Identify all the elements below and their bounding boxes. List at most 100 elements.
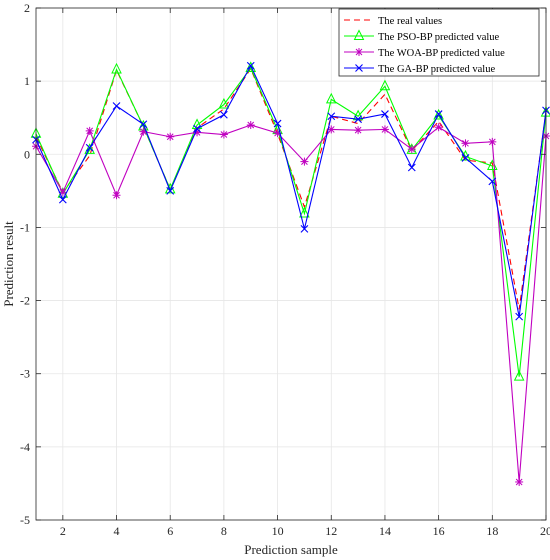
y-tick-label: -5 bbox=[20, 513, 30, 527]
x-axis-label: Prediction sample bbox=[244, 542, 338, 557]
data-point-the-woa-bp-predicted-value-stroke bbox=[488, 138, 496, 146]
legend-entry-the-real-values: The real values bbox=[344, 16, 442, 27]
data-point-the-ga-bp-predicted-value-stroke bbox=[381, 110, 389, 118]
legend: The real values The PSO-BP predicted valu… bbox=[338, 8, 540, 77]
data-point-the-ga-bp-predicted-value-stroke bbox=[112, 102, 121, 110]
series-line-the-woa-bp-predicted-value bbox=[35, 124, 547, 483]
x-tick-label: 6 bbox=[167, 524, 173, 538]
y-tick-label: 1 bbox=[24, 74, 30, 88]
data-point-the-woa-bp-predicted-value-stroke bbox=[462, 139, 469, 147]
data-point-the-ga-bp-predicted-value bbox=[327, 112, 336, 121]
data-point-the-ga-bp-predicted-value bbox=[407, 163, 416, 172]
data-point-the-ga-bp-predicted-value-stroke bbox=[193, 124, 201, 133]
data-point-the-ga-bp-predicted-value bbox=[354, 115, 362, 124]
data-point-the-ga-bp-predicted-value bbox=[246, 61, 255, 70]
y-tick-label: -1 bbox=[20, 220, 30, 234]
data-point-the-ga-bp-predicted-value-stroke bbox=[354, 115, 362, 124]
legend-box bbox=[338, 8, 540, 77]
data-point-the-ga-bp-predicted-value-stroke bbox=[220, 110, 228, 119]
x-tick-label: 18 bbox=[486, 524, 498, 538]
data-point-the-ga-bp-predicted-value bbox=[434, 110, 443, 118]
plot-area-background bbox=[36, 8, 546, 520]
data-point-the-ga-bp-predicted-value bbox=[300, 225, 309, 233]
y-tick-label: 2 bbox=[24, 1, 30, 15]
data-point-the-ga-bp-predicted-value-stroke bbox=[327, 112, 336, 121]
data-point-the-ga-bp-predicted-value bbox=[381, 110, 389, 118]
data-point-the-woa-bp-predicted-value-stroke bbox=[247, 121, 255, 129]
data-point-the-ga-bp-predicted-value-stroke bbox=[515, 312, 524, 321]
legend-marker-the-woa-bp-predicted-value bbox=[355, 48, 363, 56]
data-point-the-ga-bp-predicted-value-stroke bbox=[166, 186, 175, 195]
data-point-the-woa-bp-predicted-value bbox=[300, 157, 309, 166]
data-point-the-woa-bp-predicted-value bbox=[515, 477, 524, 486]
data-point-the-woa-bp-predicted-value bbox=[112, 191, 121, 200]
y-tick-label: -2 bbox=[20, 294, 30, 308]
data-point-the-woa-bp-predicted-value bbox=[354, 126, 363, 135]
series-line-the-ga-bp-predicted-value bbox=[35, 64, 547, 317]
data-point-the-ga-bp-predicted-value bbox=[58, 195, 67, 204]
data-point-the-woa-bp-predicted-value bbox=[407, 145, 416, 154]
x-tick-label: 16 bbox=[433, 524, 445, 538]
series-the-ga-bp-predicted-value bbox=[32, 61, 550, 321]
data-point-the-ga-bp-predicted-value-stroke bbox=[488, 177, 497, 186]
data-point-the-ga-bp-predicted-value-stroke bbox=[434, 110, 443, 118]
data-point-the-woa-bp-predicted-value bbox=[434, 123, 443, 132]
data-point-the-woa-bp-predicted-value bbox=[219, 130, 228, 139]
data-point-the-ga-bp-predicted-value-stroke bbox=[58, 195, 67, 204]
data-point-the-woa-bp-predicted-value-stroke bbox=[381, 126, 389, 133]
x-tick-label: 4 bbox=[114, 524, 120, 538]
x-tick-label: 12 bbox=[325, 524, 337, 538]
data-point-the-woa-bp-predicted-value-stroke bbox=[86, 127, 94, 135]
data-point-the-ga-bp-predicted-value bbox=[488, 177, 497, 186]
plot-area-frame bbox=[35, 7, 547, 521]
x-tick-label: 8 bbox=[221, 524, 227, 538]
y-tick-label: 0 bbox=[24, 147, 30, 161]
data-point-the-woa-bp-predicted-value bbox=[246, 121, 255, 130]
data-point-the-ga-bp-predicted-value bbox=[461, 154, 470, 162]
data-point-the-ga-bp-predicted-value-stroke bbox=[85, 143, 94, 152]
x-tick-label: 20 bbox=[540, 524, 550, 538]
x-tick-label: 2 bbox=[60, 524, 66, 538]
x-tick-label: 10 bbox=[272, 524, 284, 538]
data-point-the-woa-bp-predicted-value-stroke bbox=[354, 126, 362, 134]
legend-entry-the-ga-bp-predicted-value: The GA-BP predicted value bbox=[344, 64, 495, 75]
data-point-the-pso-bp-predicted-value bbox=[513, 370, 525, 381]
data-point-the-pso-bp-predicted-value bbox=[218, 97, 230, 109]
data-point-the-woa-bp-predicted-value-stroke bbox=[435, 123, 442, 131]
data-point-the-pso-bp-predicted-value bbox=[325, 92, 337, 104]
y-tick-label: -3 bbox=[20, 367, 30, 381]
data-point-the-ga-bp-predicted-value-stroke bbox=[461, 154, 470, 162]
legend-label-the-ga-bp-predicted-value: The GA-BP predicted value bbox=[378, 64, 495, 75]
data-point-the-ga-bp-predicted-value-stroke bbox=[273, 119, 282, 128]
legend-marker-the-woa-bp-predicted-value-stroke bbox=[355, 48, 363, 56]
data-point-the-woa-bp-predicted-value-stroke bbox=[515, 478, 523, 486]
legend-entry-the-woa-bp-predicted-value: The WOA-BP predicted value bbox=[344, 48, 505, 59]
legend-label-the-pso-bp-predicted-value: The PSO-BP predicted value bbox=[378, 32, 500, 43]
data-point-the-ga-bp-predicted-value bbox=[515, 312, 524, 321]
data-point-the-ga-bp-predicted-value-stroke bbox=[300, 225, 309, 233]
data-point-the-woa-bp-predicted-value bbox=[488, 137, 497, 146]
data-point-the-ga-bp-predicted-value bbox=[193, 124, 201, 133]
data-point-the-woa-bp-predicted-value bbox=[166, 132, 175, 141]
data-point-the-ga-bp-predicted-value-stroke bbox=[407, 163, 416, 172]
data-point-the-woa-bp-predicted-value-stroke bbox=[408, 145, 416, 153]
data-point-the-ga-bp-predicted-value bbox=[273, 119, 282, 128]
data-point-the-pso-bp-predicted-value bbox=[84, 143, 95, 154]
data-point-the-pso-bp-predicted-value bbox=[433, 108, 444, 120]
y-tick-label: -4 bbox=[20, 440, 30, 454]
data-point-the-ga-bp-predicted-value bbox=[112, 102, 121, 110]
data-point-the-pso-bp-predicted-value bbox=[379, 79, 391, 91]
data-point-the-woa-bp-predicted-value bbox=[380, 125, 389, 134]
x-tick-label: 14 bbox=[379, 524, 391, 538]
data-point-the-ga-bp-predicted-value bbox=[85, 143, 94, 152]
legend-marker-the-ga-bp-predicted-value-stroke bbox=[355, 64, 363, 72]
legend-label-the-woa-bp-predicted-value: The WOA-BP predicted value bbox=[378, 48, 505, 59]
data-point-the-pso-bp-predicted-value bbox=[111, 62, 122, 74]
data-point-the-ga-bp-predicted-value-stroke bbox=[246, 61, 255, 70]
data-point-the-ga-bp-predicted-value bbox=[139, 120, 148, 129]
data-point-the-ga-bp-predicted-value bbox=[220, 110, 228, 119]
data-point-the-woa-bp-predicted-value bbox=[85, 126, 94, 135]
